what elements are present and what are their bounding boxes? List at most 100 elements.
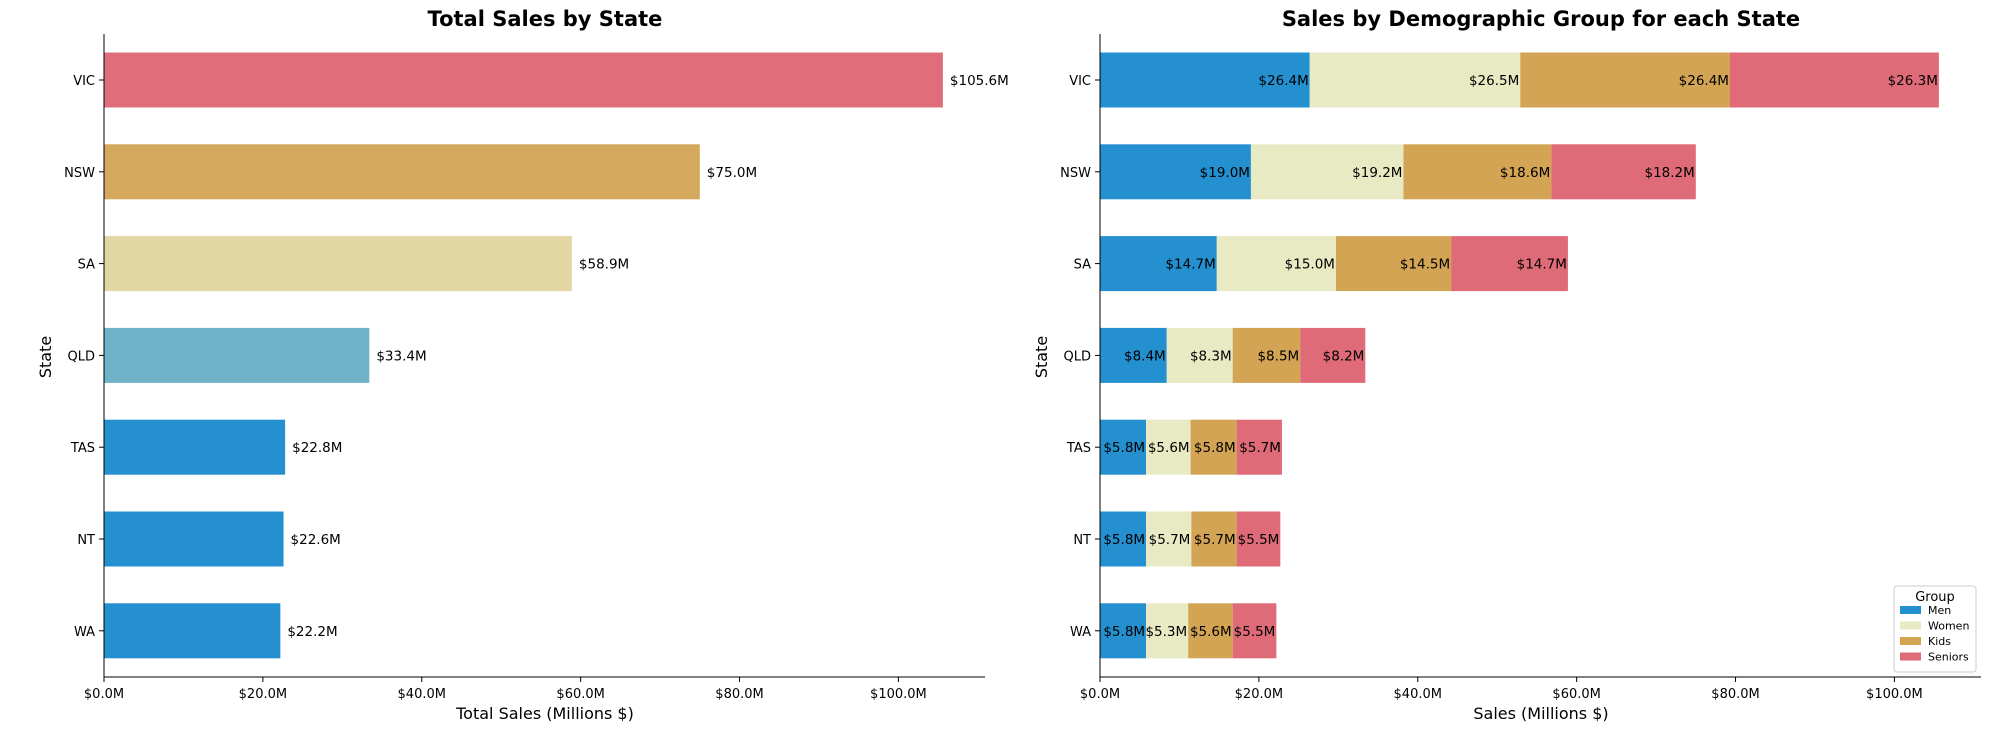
- segment-label: $5.8M: [1194, 440, 1236, 456]
- legend: Group Men Women Kids Seniors: [1893, 585, 1977, 673]
- y-tick-label: NT: [77, 533, 95, 548]
- legend-swatch-seniors: [1900, 652, 1921, 661]
- y-axis-label: State: [36, 336, 55, 378]
- y-ticks: VIC NSW SA QLD TAS NT WA: [1060, 74, 1100, 640]
- legend-items: Men Women Kids Seniors: [1900, 604, 1969, 664]
- segment-label: $18.2M: [1645, 165, 1695, 181]
- x-tick-label: $40.0M: [1394, 687, 1442, 702]
- x-tick-label: $20.0M: [1235, 687, 1283, 702]
- y-tick-label: NSW: [1060, 166, 1091, 181]
- bar-segment-men-qld: [1100, 327, 1167, 383]
- data-label: $22.6M: [291, 532, 341, 548]
- y-ticks: VIC NSW SA QLD TAS NT WA: [64, 74, 104, 640]
- y-tick-label: VIC: [1069, 74, 1091, 89]
- chart-title: Sales by Demographic Group for each Stat…: [1282, 7, 1800, 31]
- segment-label: $8.3M: [1190, 348, 1232, 364]
- legend-label: Kids: [1928, 635, 1951, 648]
- y-tick-label: NT: [1073, 533, 1091, 548]
- segment-label: $26.5M: [1469, 73, 1519, 89]
- bars: [1100, 52, 1939, 659]
- segment-label: $26.4M: [1258, 73, 1308, 89]
- segment-label: $14.5M: [1400, 257, 1450, 273]
- x-tick-label: $60.0M: [556, 687, 604, 702]
- x-ticks: $0.0M $20.0M $40.0M $60.0M $80.0M $100.0M: [84, 677, 927, 702]
- chart-title: Total Sales by State: [428, 7, 663, 31]
- segment-label: $5.7M: [1194, 532, 1236, 548]
- bar-segment-women-vic: [1309, 52, 1521, 108]
- data-label: $75.0M: [707, 165, 757, 181]
- segment-label: $14.7M: [1165, 257, 1215, 273]
- bar-segment-kids-nt: [1191, 511, 1237, 567]
- bar-segment-kids-qld: [1232, 327, 1301, 383]
- segment-label: $26.4M: [1679, 73, 1729, 89]
- data-label: $105.6M: [950, 73, 1009, 89]
- segment-label: $5.7M: [1239, 440, 1281, 456]
- y-tick-label: SA: [1074, 258, 1091, 273]
- bar-segment-women-sa: [1216, 236, 1336, 292]
- legend-swatch-women: [1900, 621, 1921, 630]
- y-axis-label: State: [1032, 336, 1051, 378]
- segment-label: $5.6M: [1148, 440, 1190, 456]
- y-tick-label: VIC: [73, 74, 95, 89]
- bar-segment-women-wa: [1146, 603, 1189, 659]
- segment-label: $8.2M: [1323, 348, 1365, 364]
- segment-label: $26.3M: [1888, 73, 1938, 89]
- data-labels: $105.6M $75.0M $58.9M $33.4M $22.8M $22.6M $22…: [287, 73, 1008, 640]
- bar-segment-men-nsw: [1100, 144, 1251, 200]
- x-tick-label: $100.0M: [870, 687, 927, 702]
- bar-segment-kids-nsw: [1403, 144, 1552, 200]
- x-tick-label: $100.0M: [1866, 687, 1923, 702]
- data-labels: $26.4M $26.5M $26.4M $26.3M $19.0M $19.2M $18.…: [1103, 73, 1938, 640]
- x-tick-label: $80.0M: [1711, 687, 1759, 702]
- y-tick-label: TAS: [1066, 441, 1091, 456]
- x-tick-label: $60.0M: [1552, 687, 1600, 702]
- bar-segment-women-qld: [1166, 327, 1233, 383]
- bar-segment-seniors-vic: [1729, 52, 1939, 108]
- bar-nsw: [104, 144, 700, 200]
- x-tick-label: $0.0M: [84, 687, 124, 702]
- y-tick-label: QLD: [68, 349, 96, 364]
- bar-segment-women-nt: [1146, 511, 1192, 567]
- bar-segment-men-sa: [1100, 236, 1217, 292]
- x-tick-label: $40.0M: [398, 687, 446, 702]
- segment-label: $14.7M: [1517, 257, 1567, 273]
- y-tick-label: WA: [1070, 625, 1091, 640]
- segment-label: $5.8M: [1103, 532, 1145, 548]
- bar-segment-seniors-qld: [1300, 327, 1366, 383]
- legend-swatch-men: [1900, 606, 1921, 614]
- data-label: $58.9M: [579, 257, 629, 273]
- segment-label: $5.3M: [1145, 624, 1187, 640]
- y-tick-label: TAS: [70, 441, 95, 456]
- segment-label: $8.4M: [1124, 348, 1166, 364]
- x-ticks: $0.0M $20.0M $40.0M $60.0M $80.0M $100.0M: [1080, 677, 1923, 702]
- bar-tas: [104, 419, 286, 475]
- segment-label: $19.2M: [1352, 165, 1402, 181]
- x-axis-label: Sales (Millions $): [1473, 704, 1608, 723]
- bar-segment-seniors-wa: [1232, 603, 1277, 659]
- y-tick-label: NSW: [64, 166, 95, 181]
- bar-segment-men-vic: [1100, 52, 1310, 108]
- bar-segment-women-nsw: [1250, 144, 1404, 200]
- x-tick-label: $20.0M: [239, 687, 287, 702]
- legend-label: Seniors: [1928, 651, 1969, 664]
- segment-label: $5.7M: [1149, 532, 1191, 548]
- bar-segment-men-wa: [1100, 603, 1147, 659]
- segment-label: $15.0M: [1285, 257, 1335, 273]
- bar-segment-kids-sa: [1335, 236, 1452, 292]
- bar-nt: [104, 511, 284, 567]
- total-sales-chart: Total Sales by State Total Sales (Millio…: [36, 7, 1009, 723]
- bar-vic: [104, 52, 943, 108]
- legend-swatch-kids: [1900, 637, 1921, 645]
- bar-segment-seniors-nsw: [1551, 144, 1696, 200]
- bar-sa: [104, 236, 572, 292]
- y-tick-label: WA: [74, 625, 95, 640]
- segment-label: $5.5M: [1238, 532, 1280, 548]
- legend-label: Men: [1928, 604, 1951, 617]
- bar-segment-seniors-tas: [1236, 419, 1282, 475]
- segment-label: $5.5M: [1234, 624, 1276, 640]
- segment-label: $5.6M: [1190, 624, 1232, 640]
- x-axis-label: Total Sales (Millions $): [455, 704, 634, 723]
- legend-title: Group: [1915, 590, 1955, 605]
- y-tick-label: SA: [78, 258, 95, 273]
